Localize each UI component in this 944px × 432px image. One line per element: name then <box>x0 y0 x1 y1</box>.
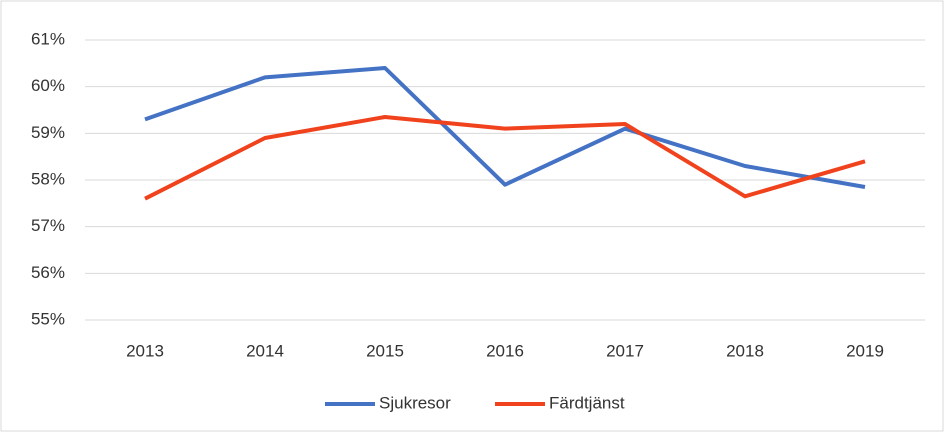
x-tick-label: 2018 <box>726 341 764 360</box>
x-tick-label: 2019 <box>846 341 884 360</box>
x-tick-label: 2016 <box>486 341 524 360</box>
legend-label: Sjukresor <box>379 393 451 412</box>
x-tick-label: 2017 <box>606 341 644 360</box>
y-tick-label: 58% <box>31 169 65 188</box>
y-tick-label: 61% <box>31 29 65 48</box>
y-tick-label: 59% <box>31 123 65 142</box>
line-series <box>144 66 866 189</box>
y-tick-label: 60% <box>31 76 65 95</box>
x-tick-label: 2014 <box>246 341 284 360</box>
x-tick-label: 2013 <box>126 341 164 360</box>
y-tick-label: 55% <box>31 309 65 328</box>
y-tick-label: 57% <box>31 216 65 235</box>
line-series <box>144 115 866 201</box>
y-tick-label: 56% <box>31 263 65 282</box>
legend-label: Färdtjänst <box>549 393 625 412</box>
x-tick-label: 2015 <box>366 341 404 360</box>
